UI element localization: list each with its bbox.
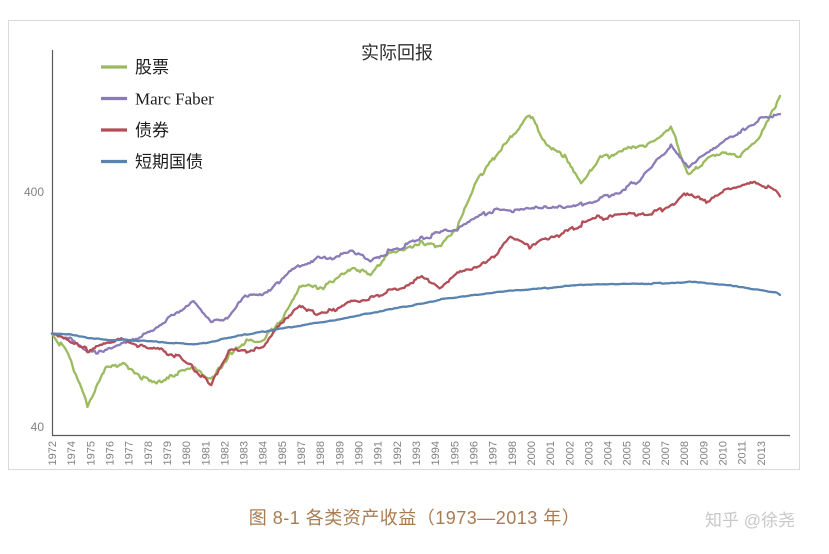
x-tick-label: 1975 [85,441,97,465]
legend-label-marc-faber: Marc Faber [135,90,214,109]
chart-frame-border [8,20,800,470]
x-tick-label: 1979 [162,441,174,465]
x-tick-label: 1976 [104,441,116,465]
x-tick-label: 1985 [277,441,289,465]
x-tick-label: 2006 [641,441,653,465]
x-tick-label: 2000 [526,441,538,465]
x-tick-label: 1974 [66,441,78,465]
caption-row: 图 8-1 各类资产收益（1973—2013 年） 知乎 @徐尧 [0,504,829,534]
x-tick-label: 1978 [143,441,155,465]
x-tick-label: 1998 [507,441,519,465]
x-tick-label: 1996 [468,441,480,465]
x-tick-label: 1987 [296,441,308,465]
watermark: 知乎 @徐尧 [705,511,795,530]
y-tick-label: 400 [24,185,44,199]
x-tick-label: 1972 [47,441,59,465]
series-line-marc-faber [50,112,782,355]
x-tick-label: 2009 [698,441,710,465]
x-tick-label: 1988 [315,441,327,465]
x-tick-label: 1993 [411,441,423,465]
chart-title: 实际回报 [361,43,433,63]
x-tick-label: 2011 [737,441,749,465]
legend-label-bonds: 债券 [135,121,169,140]
x-tick-label: 1977 [124,441,136,465]
x-tick-label: 2003 [583,441,595,465]
x-tick-label: 1981 [200,441,212,465]
series-line-stocks [50,94,782,409]
x-tick-label: 1980 [181,441,193,465]
x-tick-label: 2004 [603,441,615,465]
x-tick-label: 1990 [354,441,366,465]
y-tick-label: 40 [31,420,45,434]
x-tick-label: 1989 [334,441,346,465]
x-tick-label: 2007 [660,441,672,465]
series-lines [50,94,782,409]
x-tick-label: 1992 [392,441,404,465]
y-axis-labels: 400 40 [24,185,44,434]
x-tick-label: 1984 [258,441,270,465]
x-tick-label: 2001 [545,441,557,465]
series-line-tbills [50,280,782,346]
x-tick-label: 2005 [622,441,634,465]
legend-label-tbills: 短期国债 [135,153,203,172]
x-tick-label: 1997 [488,441,500,465]
x-tick-label: 1991 [373,441,385,465]
x-axis-labels: 1972 1974 1975 1976 1977 1978 1979 1980 1981 1982… [47,441,768,465]
x-tick-label: 1983 [239,441,251,465]
legend-label-stocks: 股票 [135,58,169,77]
x-tick-label: 2010 [718,441,730,465]
x-tick-label: 2002 [564,441,576,465]
x-tick-label: 1995 [449,441,461,465]
x-tick-label: 2008 [679,441,691,465]
figure-caption: 图 8-1 各类资产收益（1973—2013 年） [248,508,581,528]
x-tick-label: 1982 [219,441,231,465]
x-tick-label: 2013 [756,441,768,465]
series-line-bonds [50,180,782,387]
x-tick-label: 1994 [430,441,442,465]
